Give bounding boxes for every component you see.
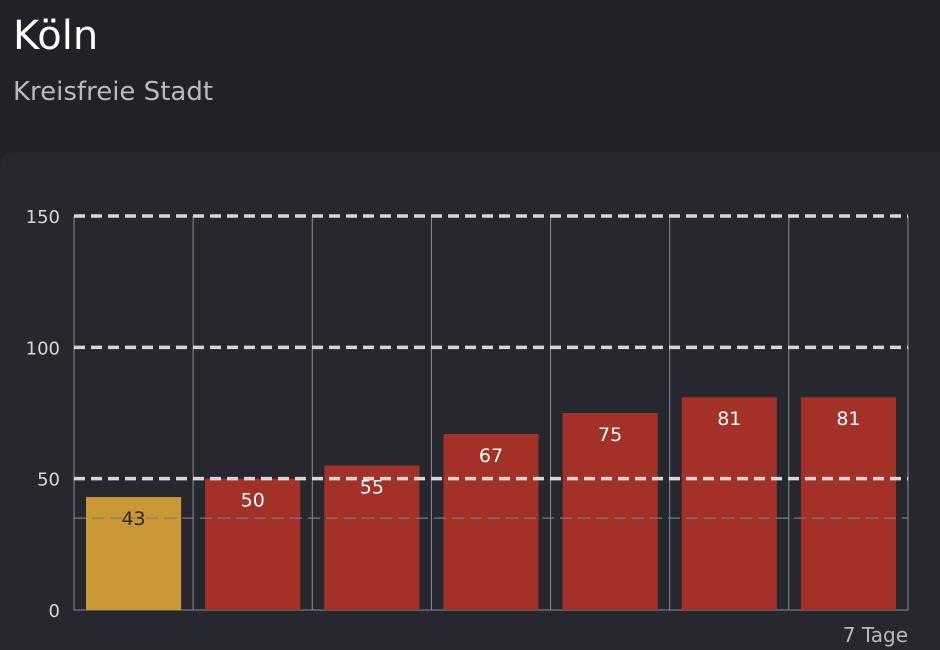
bar [324, 465, 420, 610]
bar [681, 397, 777, 610]
bar-value-label: 81 [717, 408, 741, 430]
bar-chart: 0 50 100 150 43 50 55 67 75 81 81 7 Tage [26, 207, 909, 647]
page-subtitle: Kreisfreie Stadt [13, 77, 214, 107]
bar [86, 497, 182, 610]
page-title: Köln [13, 13, 99, 59]
bar-value-label: 75 [598, 424, 622, 446]
bar [205, 478, 301, 610]
bar-value-label: 67 [479, 445, 503, 467]
y-tick-label: 0 [49, 601, 60, 622]
chart-card: 0 50 100 150 43 50 55 67 75 81 81 7 Tage [0, 152, 940, 650]
bar-value-label: 81 [836, 408, 860, 430]
bar [562, 413, 658, 610]
bar [443, 434, 539, 610]
y-tick-label: 100 [26, 338, 60, 359]
period-label: 7 Tage [843, 623, 908, 647]
bar-value-label: 43 [121, 508, 145, 530]
y-tick-label: 50 [37, 470, 60, 491]
bar-value-label: 55 [360, 477, 384, 499]
bar [800, 397, 896, 610]
bar-value-label: 50 [241, 490, 265, 512]
header: Köln Kreisfreie Stadt [0, 0, 940, 152]
y-tick-label: 150 [26, 207, 60, 228]
